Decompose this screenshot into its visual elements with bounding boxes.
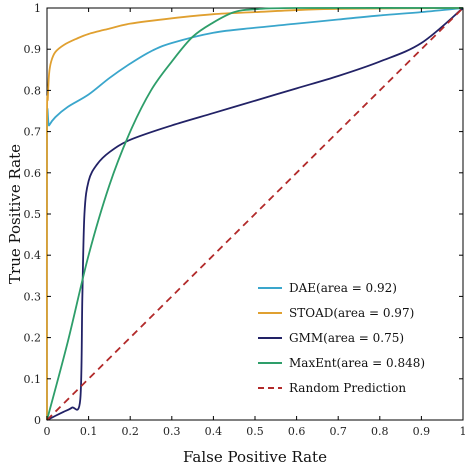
y-tick-label: 0.8 <box>24 84 42 97</box>
y-tick-label: 0.7 <box>24 126 42 139</box>
x-tick-label: 0.4 <box>205 425 223 438</box>
legend-entry-4: Random Prediction <box>289 381 406 395</box>
series-line-3 <box>46 7 464 421</box>
series-line-0 <box>45 7 464 421</box>
y-tick-label: 0.1 <box>24 373 42 386</box>
series-line-1 <box>46 7 464 421</box>
x-axis-ticks: 0 0.1 0.2 0.3 0.4 0.5 0.6 0.7 0.8 0.9 1 <box>44 8 467 438</box>
x-tick-label: 0.7 <box>329 425 347 438</box>
y-tick-label: 0.2 <box>24 332 42 345</box>
legend-entry-0: DAE(area = 0.92) <box>289 281 397 295</box>
x-axis-label: False Positive Rate <box>183 448 327 466</box>
y-tick-label: 0.9 <box>24 43 42 56</box>
legend: DAE(area = 0.92) STOAD(area = 0.97) GMM(ar… <box>258 281 425 395</box>
y-tick-label: 1 <box>34 2 41 15</box>
x-tick-label: 0.2 <box>121 425 139 438</box>
y-tick-label: 0.4 <box>24 249 42 262</box>
x-tick-label: 0 <box>44 425 51 438</box>
series-line-4 <box>46 7 464 421</box>
y-axis-ticks: 0 0.1 0.2 0.3 0.4 0.5 0.6 0.7 0.8 0.9 1 <box>24 2 463 427</box>
series-lines <box>45 7 464 421</box>
legend-entry-3: MaxEnt(area = 0.848) <box>289 356 425 370</box>
y-tick-label: 0.3 <box>24 290 42 303</box>
legend-entry-1: STOAD(area = 0.97) <box>289 306 414 320</box>
y-tick-label: 0 <box>34 414 41 427</box>
y-tick-label: 0.5 <box>24 208 42 221</box>
series-line-2 <box>46 7 464 421</box>
x-tick-label: 0.5 <box>246 425 264 438</box>
legend-entry-2: GMM(area = 0.75) <box>289 331 404 345</box>
x-tick-label: 0.9 <box>413 425 431 438</box>
x-tick-label: 0.3 <box>163 425 181 438</box>
y-axis-label: True Positive Rate <box>6 144 24 284</box>
y-tick-label: 0.6 <box>24 167 42 180</box>
x-tick-label: 0.1 <box>80 425 98 438</box>
x-tick-label: 1 <box>460 425 467 438</box>
x-tick-label: 0.6 <box>288 425 306 438</box>
x-tick-label: 0.8 <box>371 425 389 438</box>
